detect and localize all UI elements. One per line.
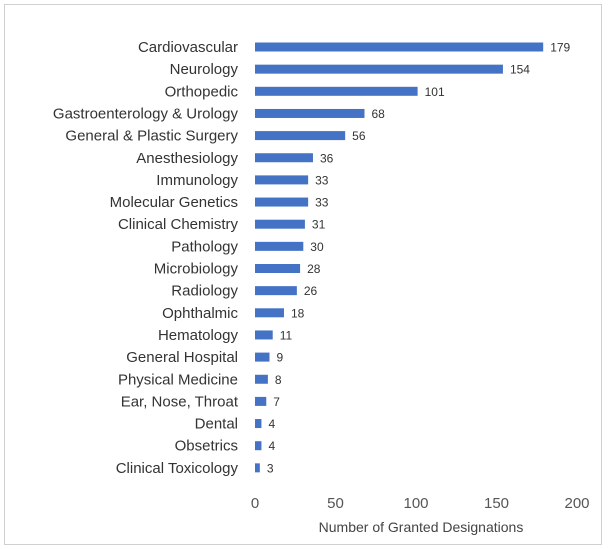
- data-label: 31: [312, 218, 326, 232]
- data-label: 4: [268, 417, 275, 431]
- category-labels-group: Cardiovascular Neurology Orthopedic Gastroe…: [53, 39, 239, 477]
- bar: [255, 352, 270, 362]
- bar: [255, 396, 267, 406]
- bar: [255, 419, 262, 429]
- category-label: Gastroenterology & Urology: [53, 105, 239, 122]
- bar: [255, 64, 503, 74]
- value-labels-group: 179 154 101 68 56 36 33 33 31 30 28 26 18 11 9 8 7 4 4 3: [267, 41, 571, 476]
- data-label: 26: [304, 284, 318, 298]
- category-label: Ear, Nose, Throat: [121, 393, 239, 410]
- bar: [255, 42, 544, 52]
- data-label: 28: [307, 262, 321, 276]
- bar: [255, 131, 346, 141]
- x-axis-title: Number of Granted Designations: [319, 519, 524, 535]
- category-label: Cardiovascular: [138, 39, 238, 56]
- bar: [255, 463, 260, 473]
- category-label: Obsetrics: [175, 438, 238, 455]
- data-label: 9: [276, 351, 283, 365]
- category-label: Immunology: [156, 172, 238, 189]
- bar: [255, 86, 418, 96]
- category-label: Orthopedic: [165, 83, 239, 100]
- bar: [255, 441, 262, 451]
- data-label: 33: [315, 173, 329, 187]
- x-tick-label: 0: [251, 495, 259, 512]
- category-label: Molecular Genetics: [110, 194, 238, 211]
- bars-group: [255, 42, 544, 473]
- data-label: 11: [280, 328, 293, 342]
- category-label: Clinical Toxicology: [116, 460, 239, 477]
- bar: [255, 197, 309, 207]
- x-tick-labels-group: 0 50 100 150 200: [251, 495, 590, 512]
- bar: [255, 219, 305, 229]
- bar: [255, 264, 301, 273]
- data-label: 7: [273, 395, 280, 409]
- data-label: 36: [320, 151, 334, 165]
- data-label: 56: [352, 129, 366, 143]
- data-label: 8: [275, 373, 282, 387]
- category-label: Radiology: [171, 283, 238, 300]
- bar: [255, 153, 313, 163]
- category-label: Physical Medicine: [118, 371, 238, 388]
- data-label: 179: [550, 41, 570, 55]
- bar: [255, 286, 297, 296]
- data-label: 33: [315, 196, 329, 210]
- x-tick-label: 100: [403, 495, 428, 512]
- category-label: Clinical Chemistry: [118, 216, 239, 233]
- category-label: Anesthesiology: [136, 150, 238, 167]
- bar: [255, 374, 268, 384]
- category-label: Microbiology: [154, 261, 239, 278]
- data-label: 30: [310, 240, 324, 254]
- x-tick-label: 50: [327, 495, 344, 512]
- category-label: Pathology: [171, 238, 238, 255]
- data-label: 4: [268, 439, 275, 453]
- bar: [255, 308, 284, 318]
- data-label: 68: [371, 107, 385, 121]
- category-label: General Hospital: [126, 349, 238, 366]
- x-tick-label: 150: [484, 495, 509, 512]
- category-label: Ophthalmic: [162, 305, 238, 322]
- category-label: Dental: [195, 416, 238, 433]
- category-label: Neurology: [170, 61, 239, 78]
- data-label: 154: [510, 63, 530, 77]
- bar: [255, 108, 365, 118]
- bar: [255, 175, 309, 185]
- bar: [255, 241, 304, 251]
- data-label: 101: [425, 85, 445, 99]
- bar: [255, 330, 273, 340]
- data-label: 18: [291, 306, 305, 320]
- data-label: 3: [267, 461, 274, 475]
- category-label: Hematology: [158, 327, 239, 344]
- x-tick-label: 200: [564, 495, 589, 512]
- category-label: General & Plastic Surgery: [65, 128, 238, 145]
